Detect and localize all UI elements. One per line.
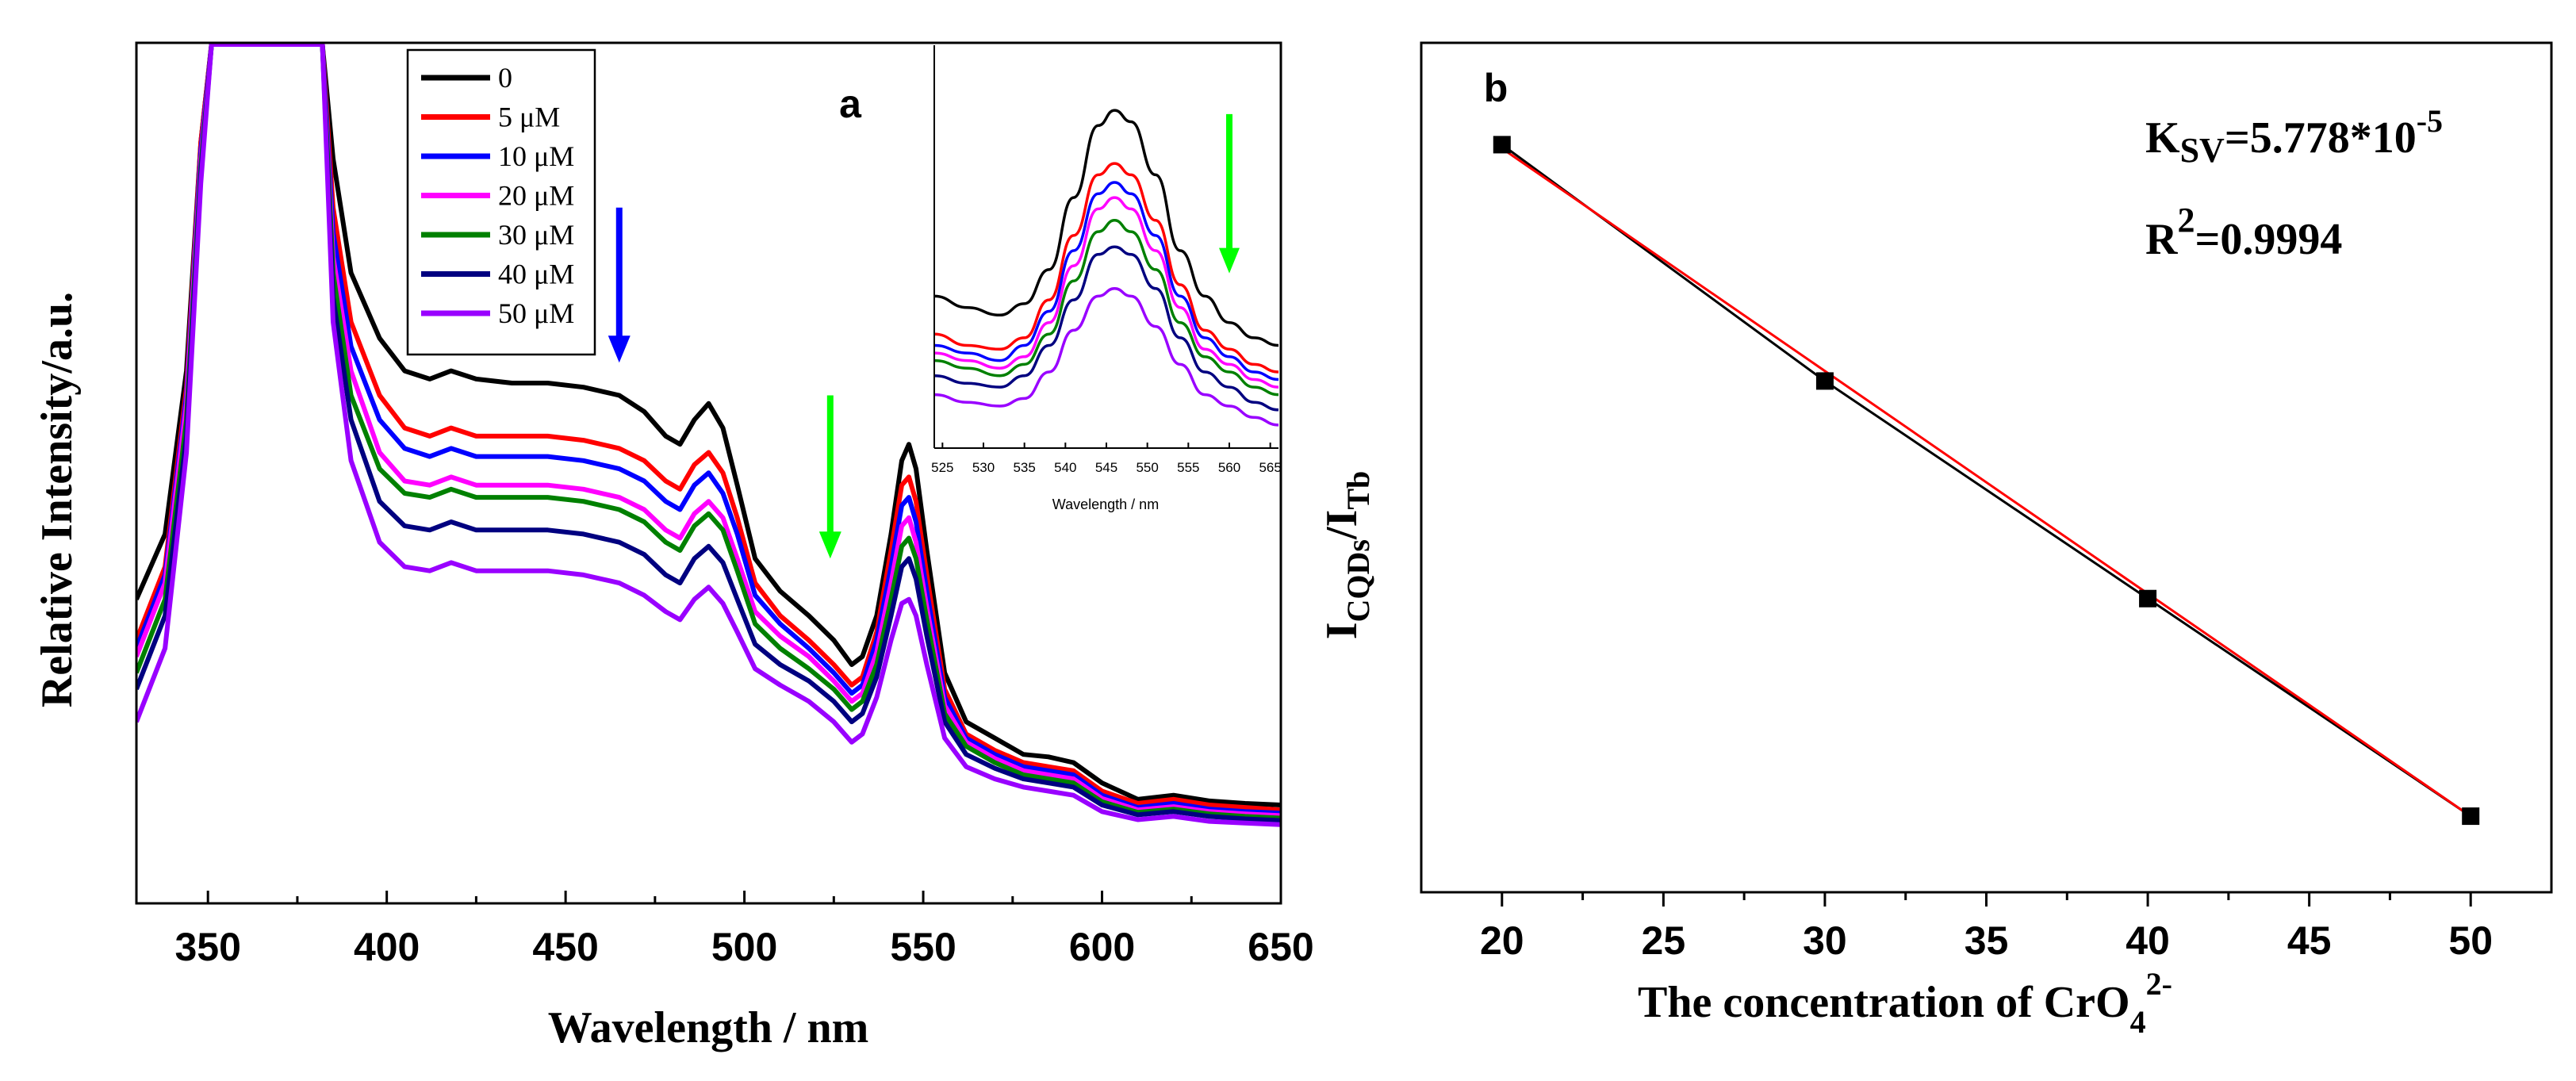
panel-a-series-1: [136, 43, 1281, 813]
panel-a-legend: 0 5 μM 10 μM 20 μM 30 μM 40 μM 50 μM: [406, 48, 596, 356]
inset-xtick-label-530: 530: [972, 460, 995, 475]
panel-b-xtick-label-35: 35: [1965, 918, 2009, 963]
panel-a-series-5: [136, 43, 1281, 823]
inset-ticks: 525 530 535 540 545 550 555 560 565: [931, 443, 1282, 475]
panel-b-point-3: [2462, 807, 2480, 826]
r2-value: =0.9994: [2195, 215, 2342, 264]
panel-b-xtick-label-40: 40: [2126, 918, 2170, 963]
panel-a-xtick-label-400: 400: [354, 925, 420, 969]
panel-b-ylabel-sub1: CQDs: [1340, 539, 1376, 622]
panel-b-lines: [1501, 144, 2472, 818]
legend-label-3: 20 μM: [498, 180, 574, 212]
panel-b-tick-labels: 20 25 30 35 40 45 50: [1480, 918, 2493, 963]
panel-b-xtick-label-45: 45: [2287, 918, 2332, 963]
legend-label-0: 0: [498, 62, 512, 94]
inset-series-5: [934, 245, 1278, 412]
inset-series-3: [934, 196, 1278, 389]
ksv-exp: -5: [2417, 103, 2443, 139]
inset-series-0: [934, 109, 1278, 347]
ksv-main: K: [2145, 113, 2180, 163]
inset-series-6: [934, 287, 1278, 427]
inset-xlabel: Wavelength / nm: [1052, 496, 1159, 512]
panel-b-fit-line: [1501, 147, 2472, 818]
inset-series: [934, 109, 1278, 427]
legend-label-5: 40 μM: [498, 259, 574, 290]
legend-label-4: 30 μM: [498, 219, 574, 251]
panel-a-tick-labels: 350 400 450 500 550 600 650: [174, 925, 1313, 969]
inset-xtick-label-560: 560: [1218, 460, 1240, 475]
panel-b-ylabel-mid: /I: [1317, 510, 1367, 540]
panel-a-xtick-label-600: 600: [1069, 925, 1135, 969]
panel-a-xtick-label-550: 550: [890, 925, 956, 969]
panel-a-series-6: [136, 43, 1281, 827]
inset-arrow-head-0: [1219, 247, 1240, 274]
panel-a-xlabel: Wavelength / nm: [548, 1003, 868, 1052]
inset-xtick-label-565: 565: [1259, 460, 1281, 475]
panel-a-xtick-label-450: 450: [532, 925, 598, 969]
legend-label-6: 50 μM: [498, 297, 574, 329]
panel-b-point-0: [1493, 136, 1511, 154]
panel-a-arrow-head-1: [818, 531, 841, 559]
r2-sup: 2: [2177, 201, 2195, 240]
panel-a-arrows: [608, 207, 841, 559]
inset-xtick-label-535: 535: [1013, 460, 1035, 475]
panel-a-xtick-label-650: 650: [1248, 925, 1313, 969]
panel-a-xtick-label-500: 500: [711, 925, 777, 969]
inset-series-1: [934, 162, 1278, 374]
panel-b-ylabel: ICQDs/ITb: [1317, 471, 1376, 640]
panel-b-xtick-label-30: 30: [1803, 918, 1847, 963]
inset-xtick-label-525: 525: [931, 460, 953, 475]
panel-a-ticks: [206, 891, 1282, 903]
panel-b-point-2: [2139, 589, 2157, 608]
ksv-value: =5.778*10: [2225, 113, 2417, 163]
panel-a-arrow-head-0: [608, 335, 631, 363]
inset-series-2: [934, 181, 1278, 381]
panel-a-xtick-label-350: 350: [174, 925, 240, 969]
panel-a-series-3: [136, 43, 1281, 818]
panel-a-series-4: [136, 43, 1281, 821]
inset-background: [934, 45, 1278, 448]
panel-b-data-line: [1501, 144, 2472, 818]
panel-b-ylabel-main: I: [1317, 622, 1367, 639]
panel-b: 20 25 30 35 40 45 50 b The concentration of Cr…: [1317, 41, 2553, 1040]
inset-xtick-label-540: 540: [1054, 460, 1076, 475]
panel-a-inset: 525 530 535 540 545 550 555 560 565 Wavelength /…: [931, 45, 1282, 512]
panel-b-xtick-label-25: 25: [1642, 918, 1686, 963]
panel-b-point-1: [1815, 372, 1834, 390]
panel-a-ylabel: Relative Intensity/a.u.: [33, 292, 82, 707]
legend-frame: [406, 48, 596, 356]
panel-b-xtick-label-20: 20: [1480, 918, 1524, 963]
panel-a-series: [136, 43, 1281, 827]
panel-b-xlabel-main: The concentration of CrO: [1638, 978, 2130, 1027]
panel-a-frame: [135, 41, 1282, 905]
ksv-annotation: KSV=5.778*10-5: [2145, 103, 2443, 170]
panel-a-label: a: [839, 82, 862, 126]
inset-series-4: [934, 219, 1278, 397]
inset-xtick-label-550: 550: [1136, 460, 1158, 475]
panel-b-xtick-label-50: 50: [2448, 918, 2493, 963]
legend-label-1: 5 μM: [498, 102, 560, 133]
panel-a-series-0: [136, 43, 1281, 807]
panel-b-points: [1493, 136, 2480, 826]
ksv-sub: SV: [2180, 131, 2225, 170]
panel-b-ylabel-sub2: Tb: [1340, 471, 1376, 510]
inset-xtick-label-555: 555: [1177, 460, 1199, 475]
panel-b-frame: [1420, 41, 2553, 894]
panel-a-series-2: [136, 43, 1281, 816]
panel-b-xlabel: The concentration of CrO42-: [1638, 966, 2172, 1040]
panel-a: 350 400 450 500 550 600 650 Wavelength / nm Re…: [33, 41, 1314, 1052]
panel-b-label: b: [1484, 66, 1508, 110]
panel-b-xlabel-sup: 2-: [2146, 966, 2172, 1002]
panel-b-ticks: [1501, 892, 2472, 907]
inset-xtick-label-545: 545: [1095, 460, 1117, 475]
r2-annotation: R2=0.9994: [2145, 201, 2342, 264]
legend-label-2: 10 μM: [498, 140, 574, 172]
r2-main: R: [2145, 215, 2178, 264]
panel-b-xlabel-sub: 4: [2130, 1004, 2146, 1040]
inset-arrows: [1219, 113, 1240, 274]
